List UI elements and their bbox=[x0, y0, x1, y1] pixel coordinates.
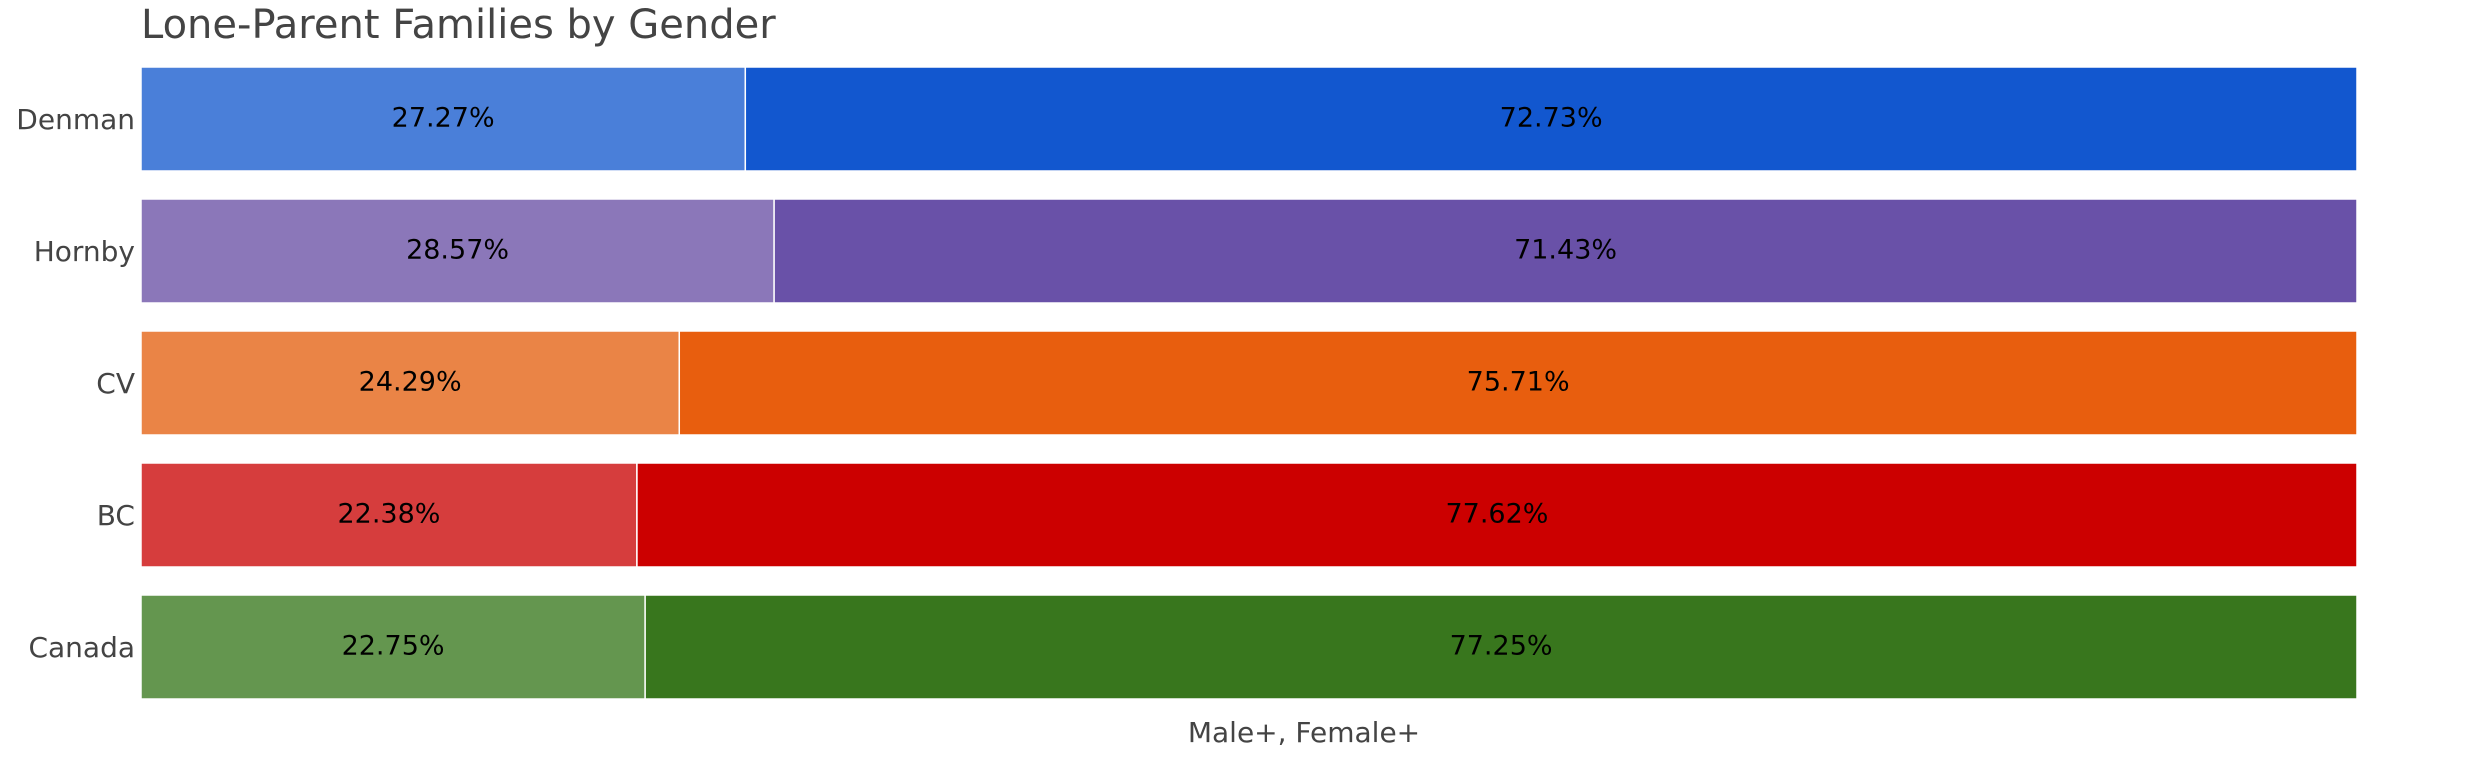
data-label-bc-series-0: 22.38% bbox=[337, 499, 440, 530]
data-label-hornby-series-0: 28.57% bbox=[406, 235, 509, 266]
bar-bc-series-1 bbox=[636, 462, 2358, 568]
data-label-hornby-series-1: 71.43% bbox=[1514, 235, 1617, 266]
bar-denman-series-0 bbox=[140, 66, 747, 172]
bars-layer bbox=[140, 66, 2358, 700]
bar-canada-series-0 bbox=[140, 594, 646, 700]
labels-layer: 27.27% 72.73% 28.57% 71.43% 24.29% 75.71% 22.3… bbox=[337, 103, 1617, 662]
bar-hornby-series-0 bbox=[140, 198, 775, 304]
chart-title: Lone-Parent Families by Gender bbox=[141, 2, 776, 48]
data-label-denman-series-0: 27.27% bbox=[392, 103, 495, 134]
category-labels: Denman Hornby CV BC Canada bbox=[16, 103, 135, 664]
data-label-cv-series-0: 24.29% bbox=[359, 367, 462, 398]
data-label-bc-series-1: 77.62% bbox=[1445, 499, 1548, 530]
bar-canada-series-1 bbox=[644, 594, 2358, 700]
bar-bc-series-0 bbox=[140, 462, 638, 568]
data-label-canada-series-1: 77.25% bbox=[1450, 631, 1553, 662]
category-label-canada: Canada bbox=[28, 631, 135, 664]
data-label-canada-series-0: 22.75% bbox=[342, 631, 445, 662]
data-label-cv-series-1: 75.71% bbox=[1467, 367, 1570, 398]
bar-hornby-series-1 bbox=[773, 198, 2358, 304]
bar-cv-series-0 bbox=[140, 330, 681, 436]
category-label-denman: Denman bbox=[16, 103, 135, 136]
category-label-cv: CV bbox=[96, 367, 135, 400]
category-label-hornby: Hornby bbox=[34, 235, 135, 268]
bar-denman-series-1 bbox=[744, 66, 2358, 172]
data-label-denman-series-1: 72.73% bbox=[1500, 103, 1603, 134]
x-axis-label: Male+, Female+ bbox=[1188, 716, 1420, 749]
bar-cv-series-1 bbox=[678, 330, 2358, 436]
category-label-bc: BC bbox=[97, 499, 135, 532]
